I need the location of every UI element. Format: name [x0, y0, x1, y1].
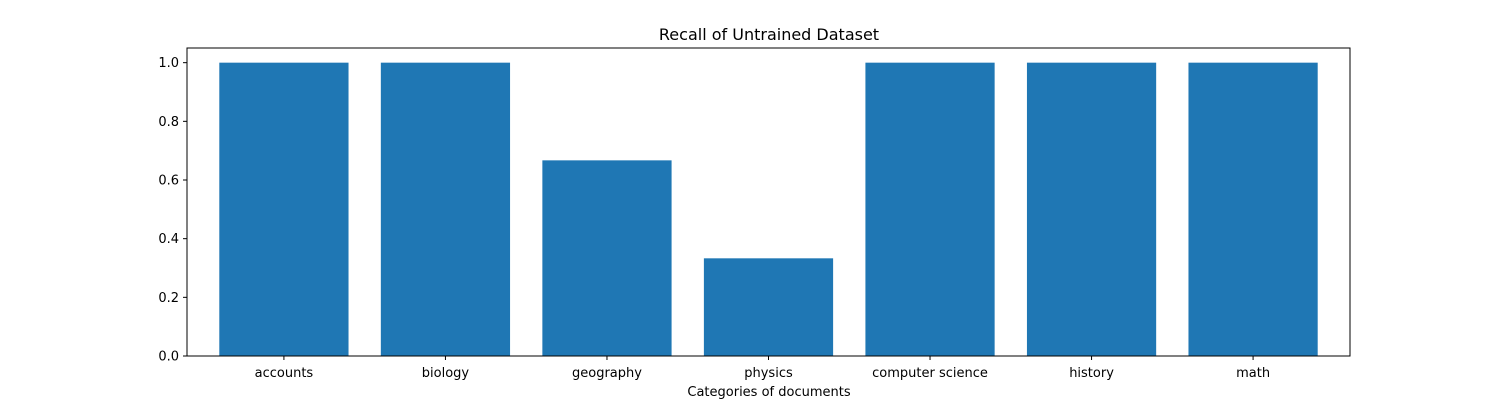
y-tick-label: 0.8 [158, 115, 179, 130]
bar-math [1188, 62, 1318, 357]
bar-physics [703, 258, 834, 356]
y-tick-label: 0.0 [158, 350, 179, 365]
bar-biology [380, 62, 511, 357]
x-axis-label: Categories of documents [687, 385, 850, 400]
bar-computer-science [865, 62, 995, 357]
bar-history [1026, 62, 1157, 357]
bars-group [219, 62, 1318, 357]
x-tick-label: computer science [872, 366, 988, 381]
y-tick-label: 0.6 [158, 174, 179, 189]
x-tick-label: accounts [255, 366, 314, 381]
x-tick-label: math [1236, 366, 1270, 381]
y-tick-label: 0.4 [158, 232, 179, 247]
bar-geography [542, 160, 672, 356]
x-tick-label: biology [422, 366, 470, 381]
chart-title: Recall of Untrained Dataset [659, 25, 879, 44]
x-axis: accounts biology geography physics computer … [255, 356, 1270, 381]
y-tick-label: 1.0 [158, 56, 179, 71]
y-tick-label: 0.2 [158, 291, 179, 306]
bar-accounts [219, 62, 349, 357]
x-tick-label: history [1069, 366, 1114, 381]
x-tick-label: geography [572, 366, 642, 381]
y-axis: 0.0 0.2 0.4 0.6 0.8 1.0 [158, 56, 187, 365]
x-tick-label: physics [744, 366, 793, 381]
